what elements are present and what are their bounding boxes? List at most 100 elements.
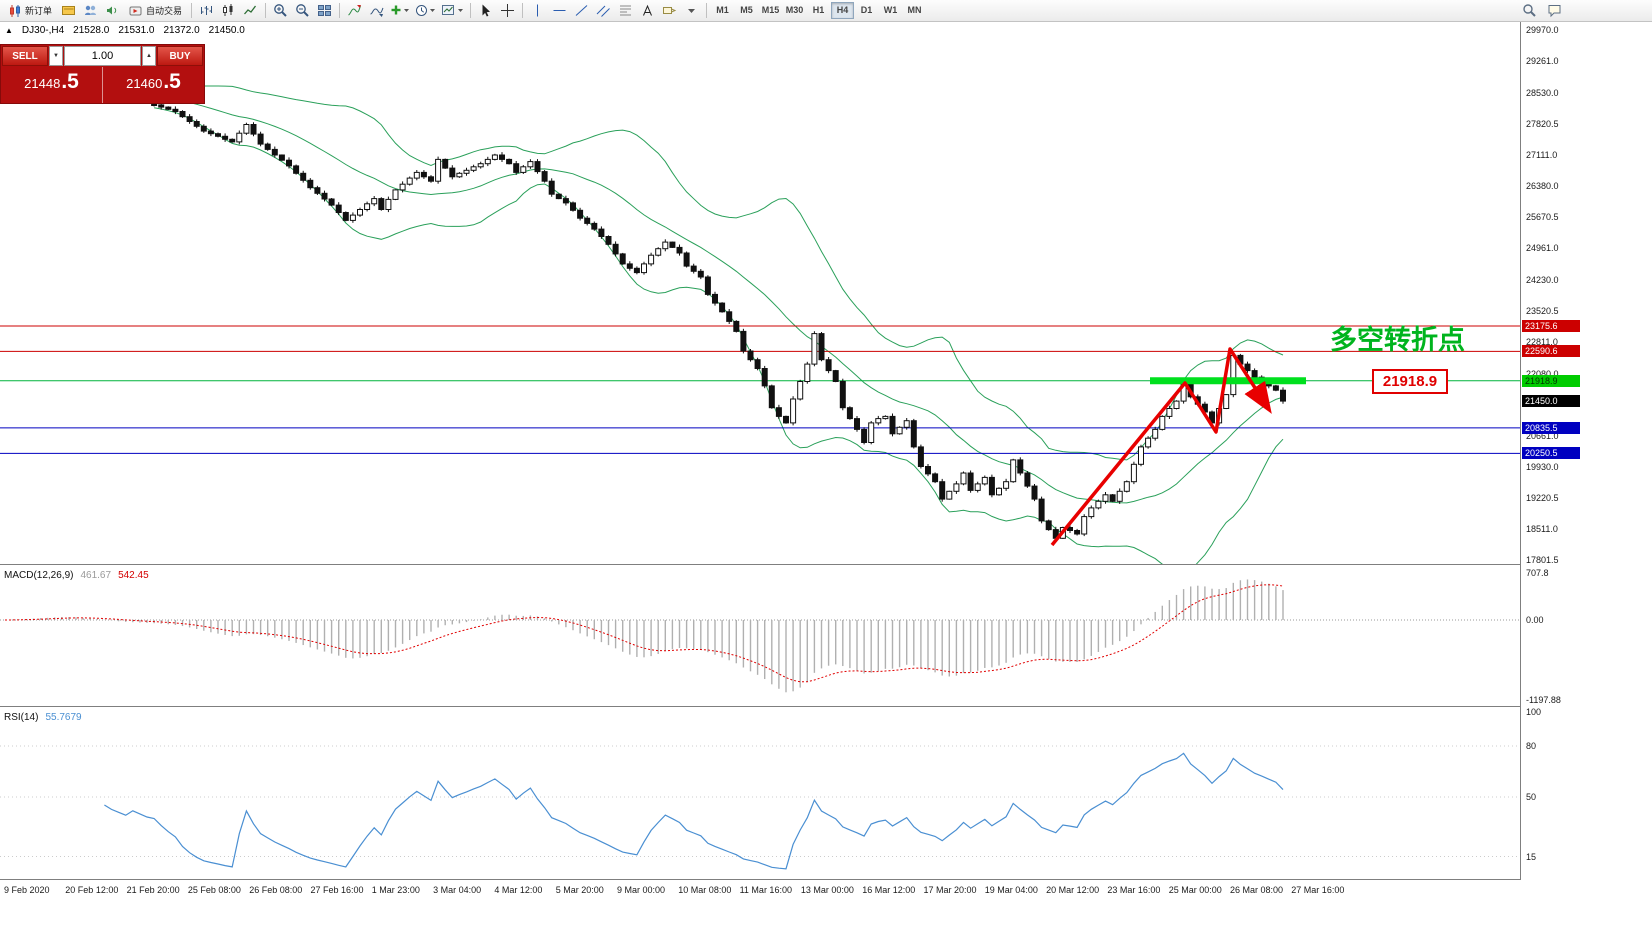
new-order-button[interactable]: 新订单 (3, 1, 57, 20)
label-tool-icon[interactable] (659, 1, 680, 20)
price-axis-label: 27820.5 (1526, 118, 1559, 129)
line-chart-icon[interactable] (240, 1, 261, 20)
price-axis-label: 27111.0 (1526, 149, 1558, 160)
time-axis-label: 4 Mar 12:00 (494, 885, 543, 895)
ohlc-close: 21450.0 (208, 25, 245, 36)
trade-controls-row: SELL ▼ ▲ BUY (1, 45, 204, 67)
macd-value: 461.67 (80, 570, 112, 581)
vertical-line-tool-icon[interactable] (527, 1, 548, 20)
horizontal-line-tool-icon[interactable] (549, 1, 570, 20)
timeframe-button-w1[interactable]: W1 (879, 2, 902, 19)
volume-input[interactable] (64, 46, 141, 66)
cursor-icon[interactable] (475, 1, 496, 20)
ohlc-open: 21528.0 (73, 25, 110, 36)
timeframe-button-m1[interactable]: M1 (711, 2, 734, 19)
price-axis-label: 17801.5 (1526, 555, 1559, 566)
autotrading-button[interactable]: 自动交易 (124, 1, 187, 20)
volume-down-button[interactable]: ▼ (49, 46, 63, 66)
toolbar-separator (470, 3, 472, 18)
time-axis-label: 9 Feb 2020 (4, 885, 50, 895)
accounts-icon[interactable] (80, 1, 101, 20)
time-axis-label: 26 Mar 08:00 (1230, 885, 1284, 895)
symbol-info-bar: ▲ DJ30-,H4 21528.0 21531.0 21372.0 21450… (5, 25, 245, 36)
timeframe-button-h1[interactable]: H1 (807, 2, 830, 19)
price-axis-label: 28530.0 (1526, 87, 1559, 98)
period-dropdown-icon[interactable] (413, 1, 438, 20)
chart-list-icon[interactable] (58, 1, 79, 20)
price-axis-label: 25670.5 (1526, 212, 1559, 223)
add-indicator-dropdown-icon[interactable] (388, 1, 412, 20)
sell-button[interactable]: SELL (2, 46, 48, 66)
crosshair-icon[interactable] (497, 1, 518, 20)
time-axis-label: 20 Mar 12:00 (1046, 885, 1100, 895)
buy-button[interactable]: BUY (157, 46, 203, 66)
timeframe-group: M1 M5 M15 M30 H1 H4 D1 W1 MN (711, 2, 926, 19)
price-axis-label: 19220.5 (1526, 493, 1559, 504)
fibonacci-tool-icon[interactable] (615, 1, 636, 20)
bar-chart-icon[interactable] (196, 1, 217, 20)
time-axis-label: 25 Feb 08:00 (187, 885, 241, 895)
ohlc-low: 21372.0 (163, 25, 200, 36)
price-axis-label: 20661.0 (1526, 430, 1559, 441)
turning-point-annotation: 多空转折点 (1330, 325, 1465, 356)
time-axis-label: 19 Mar 04:00 (984, 885, 1038, 895)
price-tag: 20835.5 (1522, 421, 1580, 434)
text-tool-icon[interactable] (637, 1, 658, 20)
timeframe-button-mn[interactable]: MN (903, 2, 926, 19)
trendline-tool-icon[interactable] (571, 1, 592, 20)
price-tag: 21918.9 (1522, 374, 1580, 387)
chart-workspace: ▲ DJ30-,H4 21528.0 21531.0 21372.0 21450… (0, 22, 1652, 948)
new-order-icon (10, 4, 20, 17)
timeframe-button-m5[interactable]: M5 (735, 2, 758, 19)
panel-separator[interactable] (0, 564, 1652, 565)
indicator-window-icon[interactable] (344, 1, 365, 20)
timeframe-button-d1[interactable]: D1 (855, 2, 878, 19)
template-dropdown-icon[interactable] (439, 1, 466, 20)
buy-price[interactable]: 21460.5 (102, 67, 204, 103)
price-axis-label: 29970.0 (1526, 25, 1559, 35)
search-icon[interactable] (1519, 1, 1540, 20)
one-click-trading-panel: SELL ▼ ▲ BUY 21448.5 21460.5 (0, 44, 205, 104)
rsi-axis-label: 100 (1526, 707, 1542, 717)
autotrading-icon (129, 6, 142, 15)
macd-panel[interactable] (0, 565, 1520, 707)
time-axis-label: 27 Mar 16:00 (1291, 885, 1345, 895)
rsi-label: RSI(14) 55.7679 (4, 712, 82, 723)
tile-windows-icon[interactable] (314, 1, 335, 20)
tick-direction-icon: ▲ (5, 26, 13, 35)
level-annotation-box: 21918.9 (1372, 369, 1448, 394)
time-axis-label: 21 Feb 20:00 (126, 885, 180, 895)
timeframe-button-h4[interactable]: H4 (831, 2, 855, 19)
sound-icon[interactable] (102, 1, 123, 20)
toolbar-separator (522, 3, 524, 18)
panel-separator (0, 879, 1652, 880)
rsi-name: RSI(14) (4, 712, 39, 723)
chat-icon[interactable] (1544, 1, 1565, 20)
indicator-list-icon[interactable] (366, 1, 387, 20)
timeframe-button-m15[interactable]: M15 (759, 2, 782, 19)
time-axis-label: 11 Mar 16:00 (739, 885, 792, 895)
rsi-axis-label: 80 (1526, 741, 1537, 751)
trade-prices-row: 21448.5 21460.5 (1, 67, 204, 103)
main-chart[interactable] (0, 22, 1520, 565)
toolbar-separator (191, 3, 193, 18)
sell-price[interactable]: 21448.5 (1, 67, 102, 103)
volume-up-button[interactable]: ▲ (142, 46, 156, 66)
channel-tool-icon[interactable] (593, 1, 614, 20)
time-axis-label: 10 Mar 08:00 (678, 885, 732, 895)
price-axis-label: 18511.0 (1526, 524, 1558, 535)
zoom-in-icon[interactable] (270, 1, 291, 20)
timeframe-button-m30[interactable]: M30 (783, 2, 806, 19)
shapes-dropdown-icon[interactable] (681, 1, 702, 20)
price-axis-label: 26380.0 (1526, 181, 1559, 192)
price-axis[interactable]: 29970.0 29261.0 28530.0 27820.5 27111.0 26380… (1520, 22, 1652, 880)
zoom-out-icon[interactable] (292, 1, 313, 20)
panel-separator[interactable] (0, 706, 1652, 707)
rsi-panel[interactable] (0, 707, 1520, 880)
macd-name: MACD(12,26,9) (4, 570, 74, 581)
buy-price-pip: .5 (163, 70, 181, 93)
macd-signal-value: 542.45 (118, 570, 149, 581)
time-axis-label: 9 Mar 00:00 (617, 885, 666, 895)
time-axis[interactable]: 9 Feb 2020 20 Feb 12:00 21 Feb 20:00 25 Feb… (0, 880, 1652, 948)
candlestick-chart-icon[interactable] (218, 1, 239, 20)
